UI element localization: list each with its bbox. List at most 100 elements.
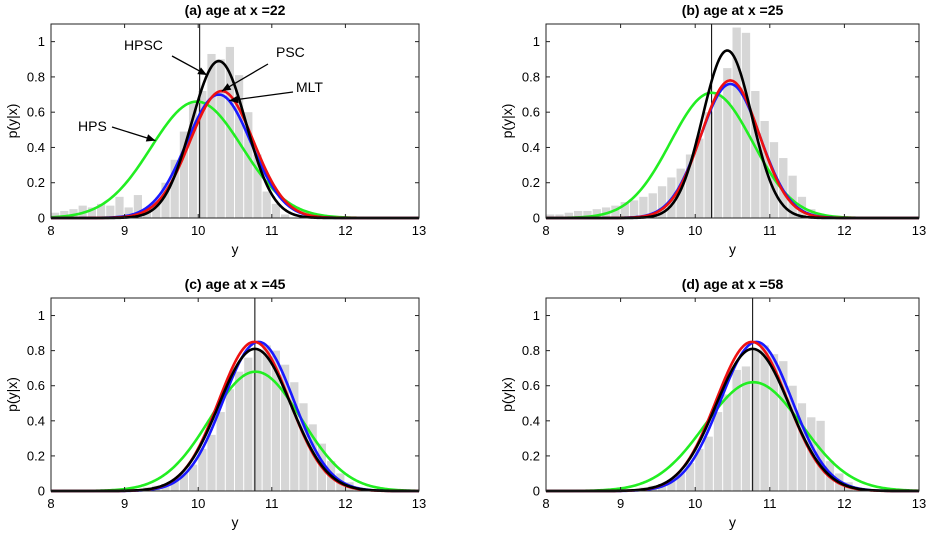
x-tick-label: 13 — [412, 496, 426, 511]
x-tick-label: 13 — [912, 223, 926, 238]
x-tick-label: 11 — [265, 223, 279, 238]
histogram-bar — [546, 214, 555, 218]
histogram-bar — [235, 371, 244, 491]
x-axis-label: y — [729, 241, 736, 257]
annotation-arrowhead — [221, 83, 232, 91]
histogram-bar — [723, 394, 732, 491]
histogram-bar — [639, 196, 648, 218]
histogram-bar — [769, 354, 779, 491]
histogram-bar — [198, 448, 207, 491]
histogram-bar — [262, 345, 271, 491]
histogram-bar — [704, 436, 713, 491]
histogram-bar — [244, 112, 253, 218]
histogram-bar — [713, 94, 723, 218]
histogram-bar — [648, 193, 657, 218]
histogram-bar — [87, 207, 96, 218]
histogram-bar — [216, 59, 225, 218]
histogram-bar — [225, 46, 234, 219]
x-tick-label: 12 — [837, 496, 851, 511]
y-axis-label: p(y|x) — [499, 377, 515, 412]
histogram-bar — [573, 210, 583, 218]
histogram — [124, 345, 372, 491]
y-tick-label: 0.4 — [522, 140, 540, 155]
y-tick-label: 0.8 — [522, 343, 540, 358]
y-tick-label: 1 — [533, 34, 540, 49]
x-tick-label: 12 — [338, 223, 352, 238]
y-axis-label: p(y|x) — [4, 104, 20, 139]
histogram-bar — [170, 480, 179, 491]
annotation-arrowhead — [145, 134, 156, 142]
x-tick-label: 11 — [763, 223, 777, 238]
x-tick-label: 10 — [688, 223, 702, 238]
y-axis-label: p(y|x) — [4, 377, 20, 412]
y-tick-label: 0 — [38, 211, 45, 226]
histogram-bar — [629, 200, 639, 218]
histogram-bar — [124, 207, 133, 218]
chart-panel-1: 8 9 10 11 12 13 0 0.2 0.4 0.6 0.8 1 (a) age at x =22… — [4, 2, 426, 257]
histogram-bar — [788, 385, 797, 491]
histogram-bar — [207, 53, 216, 219]
x-tick-label: 12 — [837, 223, 851, 238]
chart-title: (b) age at x =25 — [682, 2, 784, 18]
histogram-bar — [290, 382, 299, 491]
histogram-bar — [253, 154, 262, 218]
x-tick-label: 8 — [542, 496, 549, 511]
histogram-bar — [685, 462, 695, 491]
histogram-bar — [106, 205, 115, 218]
annotation-arrowhead — [229, 95, 239, 104]
histogram-bar — [271, 350, 280, 491]
x-tick-label: 11 — [763, 496, 777, 511]
histogram-bar — [189, 464, 198, 491]
histogram-bar — [281, 214, 290, 218]
chart-title: (a) age at x =22 — [185, 2, 286, 18]
x-tick-label: 9 — [617, 496, 624, 511]
y-tick-label: 0 — [38, 484, 45, 499]
y-tick-label: 0.4 — [27, 413, 45, 428]
axes-frame — [545, 23, 920, 219]
x-tick-label: 9 — [121, 496, 128, 511]
histogram-bar — [225, 389, 234, 491]
annotation-label: HPSC — [124, 37, 163, 53]
histogram-bar — [592, 209, 601, 218]
x-tick-label: 9 — [121, 223, 128, 238]
histogram-bar — [713, 412, 723, 491]
x-tick-label: 8 — [542, 223, 549, 238]
histogram-bar — [676, 473, 685, 491]
histogram-bar — [732, 369, 741, 491]
histogram — [51, 46, 290, 219]
annotation-line — [229, 91, 294, 102]
axes-frame — [545, 297, 920, 492]
annotation-label: PSC — [276, 44, 305, 60]
histogram-bar — [152, 202, 161, 218]
x-tick-label: 8 — [47, 496, 54, 511]
histogram-bar — [216, 412, 225, 491]
histogram-bar — [133, 195, 142, 218]
histogram-bar — [741, 366, 751, 491]
histogram-bar — [170, 159, 179, 218]
histogram-bar — [161, 182, 170, 218]
annotation-hpsc: HPSC — [124, 37, 208, 76]
chart-title: (d) age at x =58 — [682, 276, 784, 292]
y-tick-label: 0.8 — [27, 69, 45, 84]
histogram-bar — [299, 403, 308, 491]
y-tick-label: 1 — [38, 308, 45, 323]
y-tick-label: 0.6 — [522, 105, 540, 120]
histogram-bar — [676, 168, 685, 218]
histogram-bar — [695, 138, 704, 218]
x-tick-label: 13 — [412, 223, 426, 238]
y-tick-label: 0.8 — [522, 69, 540, 84]
x-tick-label: 10 — [191, 496, 205, 511]
y-tick-label: 0.2 — [522, 175, 540, 190]
histogram-bar — [51, 212, 60, 218]
y-tick-label: 0.2 — [27, 448, 45, 463]
histogram-bar — [207, 434, 216, 491]
histogram-bar — [97, 203, 106, 218]
y-axis-label: p(y|x) — [499, 104, 515, 139]
histogram-bar — [816, 420, 825, 491]
histogram-bar — [779, 361, 788, 491]
histogram-bar — [667, 480, 676, 491]
histogram-bar — [657, 186, 667, 218]
histogram-bar — [189, 103, 198, 218]
y-tick-label: 0.8 — [27, 343, 45, 358]
